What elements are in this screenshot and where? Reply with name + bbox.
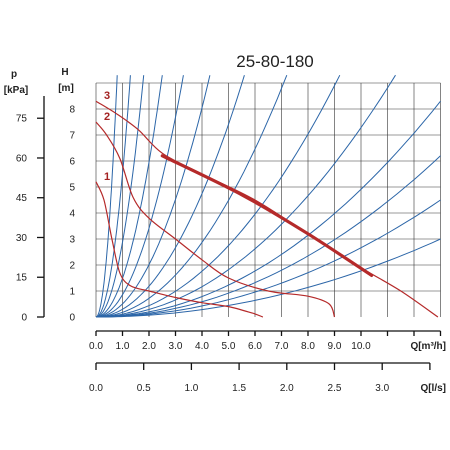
head-axis-unit: [m] <box>58 83 74 94</box>
curve-number-label: 1 <box>104 171 110 183</box>
head-tick-label: 7 <box>69 131 75 142</box>
system-curve <box>95 75 245 318</box>
pressure-axis-unit: [kPa] <box>4 85 28 96</box>
flow-m3h-tick-label: 8.0 <box>301 341 315 352</box>
pressure-tick-label: 15 <box>16 273 28 284</box>
flow-m3h-tick-label: 6.0 <box>248 341 262 352</box>
pressure-tick-label: 30 <box>16 233 28 244</box>
pump-curve-operating-segment <box>160 154 374 277</box>
head-tick-label: 3 <box>69 235 75 246</box>
flow-m3h-tick-label: 1.0 <box>116 341 130 352</box>
curve-number-label: 2 <box>104 111 110 123</box>
flow-ls-tick-label: 0.5 <box>137 383 151 394</box>
flow-ls-tick-label: 0.0 <box>89 383 103 394</box>
system-curves <box>95 74 441 318</box>
system-curve <box>95 155 441 318</box>
flow-ls-tick-label: 2.5 <box>328 383 342 394</box>
system-curve <box>95 100 441 318</box>
system-curve <box>96 238 441 318</box>
pressure-tick-label: 75 <box>16 114 28 125</box>
flow-m3h-tick-label: 9.0 <box>328 341 342 352</box>
curve-number-label: 3 <box>104 90 110 102</box>
flow-ls-tick-label: 3.0 <box>375 383 389 394</box>
head-tick-label: 4 <box>69 209 75 220</box>
flow-ls-tick-label: 2.0 <box>280 383 294 394</box>
head-axis-symbol: H <box>61 67 68 78</box>
head-tick-label: 2 <box>69 261 75 272</box>
pump-curves: 3 2 1 <box>95 90 439 318</box>
pump-curve-1 <box>95 181 264 318</box>
head-tick-label: 6 <box>69 157 75 168</box>
chart-title: 25-80-180 <box>236 52 314 71</box>
head-tick-label: 0 <box>69 313 75 324</box>
flow-axis-label-m3h: Q[m³/h] <box>410 341 446 352</box>
pressure-tick-label: 45 <box>16 193 28 204</box>
pressure-tick-label: 0 <box>21 313 27 324</box>
system-curve <box>95 75 211 318</box>
system-curve <box>95 75 131 318</box>
head-tick-label: 8 <box>69 105 75 116</box>
flow-m3h-tick-label: 10.0 <box>351 341 371 352</box>
flow-m3h-tick-label: 2.0 <box>142 341 156 352</box>
pump-curve-2 <box>95 121 336 318</box>
system-curve <box>95 75 163 318</box>
flow-m3h-tick-label: 0.0 <box>89 341 103 352</box>
flow-m3h-tick-label: 3.0 <box>169 341 183 352</box>
flow-ls-tick-label: 1.5 <box>232 383 246 394</box>
flow-m3h-tick-label: 7.0 <box>275 341 289 352</box>
system-curve <box>95 199 441 318</box>
system-curve <box>95 74 341 318</box>
flow-m3h-tick-label: 5.0 <box>222 341 236 352</box>
system-curve <box>95 75 288 318</box>
pressure-tick-label: 60 <box>16 153 28 164</box>
pressure-axis-symbol: p <box>11 69 17 80</box>
head-tick-label: 1 <box>69 287 75 298</box>
system-curve <box>95 75 145 318</box>
flow-axis-label-ls: Q[l/s] <box>420 383 446 394</box>
system-curve <box>95 75 184 318</box>
head-tick-label: 5 <box>69 183 75 194</box>
system-curve <box>95 75 118 318</box>
labels: 25-80-180 p [kPa] H [m] Q[m³/h] Q[l/s] <box>4 52 446 394</box>
system-curve <box>95 74 396 318</box>
flow-m3h-tick-label: 4.0 <box>195 341 209 352</box>
flow-ls-tick-label: 1.0 <box>184 383 198 394</box>
